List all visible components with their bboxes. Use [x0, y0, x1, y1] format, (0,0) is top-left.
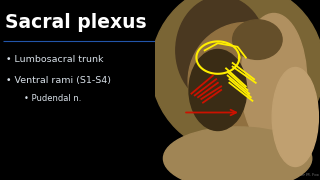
- Ellipse shape: [241, 14, 307, 148]
- Ellipse shape: [272, 68, 318, 166]
- Text: © B. Matthew-Heys & Oliver M. Fox: © B. Matthew-Heys & Oliver M. Fox: [250, 173, 318, 177]
- Text: Sacral plexus: Sacral plexus: [5, 13, 147, 32]
- Text: BlueLink: BlueLink: [259, 169, 282, 174]
- Ellipse shape: [151, 0, 320, 154]
- Text: • Ventral rami (S1-S4): • Ventral rami (S1-S4): [6, 76, 111, 85]
- Ellipse shape: [189, 50, 247, 130]
- Ellipse shape: [176, 0, 267, 104]
- Ellipse shape: [188, 22, 303, 140]
- Text: • Lumbosacral trunk: • Lumbosacral trunk: [6, 55, 104, 64]
- Text: • Pudendal n.: • Pudendal n.: [24, 94, 81, 103]
- Ellipse shape: [233, 20, 282, 59]
- Ellipse shape: [164, 127, 312, 180]
